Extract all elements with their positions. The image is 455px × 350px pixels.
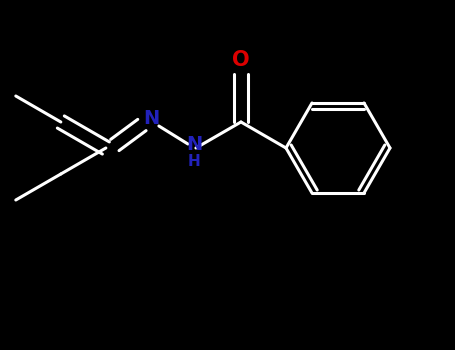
Text: O: O: [232, 50, 250, 70]
Text: H: H: [187, 154, 200, 169]
Text: N: N: [186, 134, 202, 154]
Text: N: N: [143, 108, 159, 127]
